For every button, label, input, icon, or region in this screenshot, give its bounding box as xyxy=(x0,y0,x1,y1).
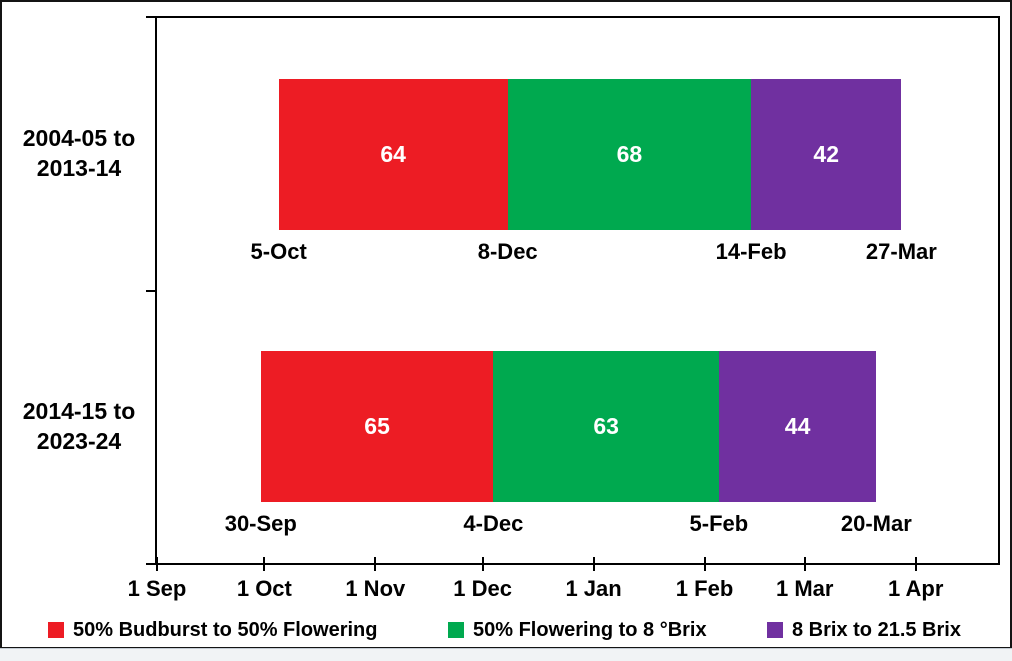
bar-segment: 68 xyxy=(507,78,752,230)
segment-date-label: 5-Feb xyxy=(689,511,749,537)
legend-item-budburst-to-flowering: 50% Budburst to 50% Flowering xyxy=(48,613,377,647)
bar-segment: 63 xyxy=(493,351,719,503)
category-label: 2004-05 to 2013-14 xyxy=(8,123,150,183)
legend-item-8brix-to-21-5brix: 8 Brix to 21.5 Brix xyxy=(767,613,961,647)
y-axis-tick xyxy=(146,289,157,292)
bottom-edge-strip xyxy=(0,648,1012,661)
segment-date-label: 30-Sep xyxy=(224,511,297,537)
bar-value-label: 63 xyxy=(593,413,619,440)
bar-value-label: 42 xyxy=(813,140,839,167)
x-tick-label: 1 Sep xyxy=(127,576,187,601)
legend-label: 8 Brix to 21.5 Brix xyxy=(792,618,961,641)
category-label-line: 2014-15 to xyxy=(22,397,136,424)
bar-value-label: 64 xyxy=(380,140,406,167)
x-axis-tick xyxy=(592,557,595,571)
category-label-line: 2013-14 xyxy=(36,155,122,182)
x-axis-tick xyxy=(156,557,158,571)
x-tick-label: 1 Mar xyxy=(775,576,834,601)
legend-label: 50% Flowering to 8 °Brix xyxy=(473,618,707,641)
x-tick-label: 1 Dec xyxy=(453,576,513,601)
x-tick-label: 1 Jan xyxy=(565,576,622,601)
x-axis-tick xyxy=(703,557,706,571)
bar-segment: 42 xyxy=(751,78,902,230)
segment-date-label: 8-Dec xyxy=(477,238,538,264)
y-axis-tick xyxy=(146,563,157,565)
legend-swatch-purple xyxy=(767,622,783,638)
segment-date-label: 5-Oct xyxy=(250,238,307,264)
x-axis-tick xyxy=(374,557,377,571)
bar-segment: 64 xyxy=(278,78,508,230)
x-axis-tick xyxy=(481,557,484,571)
x-tick-label: 1 Apr xyxy=(887,576,944,601)
category-label-line: 2004-05 to xyxy=(22,125,136,152)
x-tick-label: 1 Nov xyxy=(345,576,406,601)
segment-date-label: 4-Dec xyxy=(463,511,524,537)
category-label-line: 2023-24 xyxy=(36,427,122,454)
legend-swatch-green xyxy=(448,622,464,638)
bar-segment: 44 xyxy=(718,351,877,503)
bar-value-label: 65 xyxy=(364,413,390,440)
y-axis-tick xyxy=(146,16,157,18)
legend-swatch-red xyxy=(48,622,64,638)
legend-label: 50% Budburst to 50% Flowering xyxy=(73,618,378,641)
x-axis-tick xyxy=(914,557,917,571)
x-axis-tick xyxy=(803,557,806,571)
x-tick-label: 1 Oct xyxy=(236,576,292,601)
bar-segment: 65 xyxy=(260,351,494,503)
bar-value-label: 68 xyxy=(616,140,643,167)
category-label: 2014-15 to 2023-24 xyxy=(8,396,150,456)
segment-date-label: 27-Mar xyxy=(865,238,937,264)
x-axis-tick xyxy=(263,557,266,571)
chart-legend: 50% Budburst to 50% Flowering 50% Flower… xyxy=(0,613,1012,647)
x-tick-label: 1 Feb xyxy=(675,576,734,601)
segment-date-label: 20-Mar xyxy=(840,511,912,537)
bar-value-label: 44 xyxy=(784,413,811,440)
legend-item-flowering-to-8brix: 50% Flowering to 8 °Brix xyxy=(448,613,707,647)
segment-date-label: 14-Feb xyxy=(715,238,787,264)
